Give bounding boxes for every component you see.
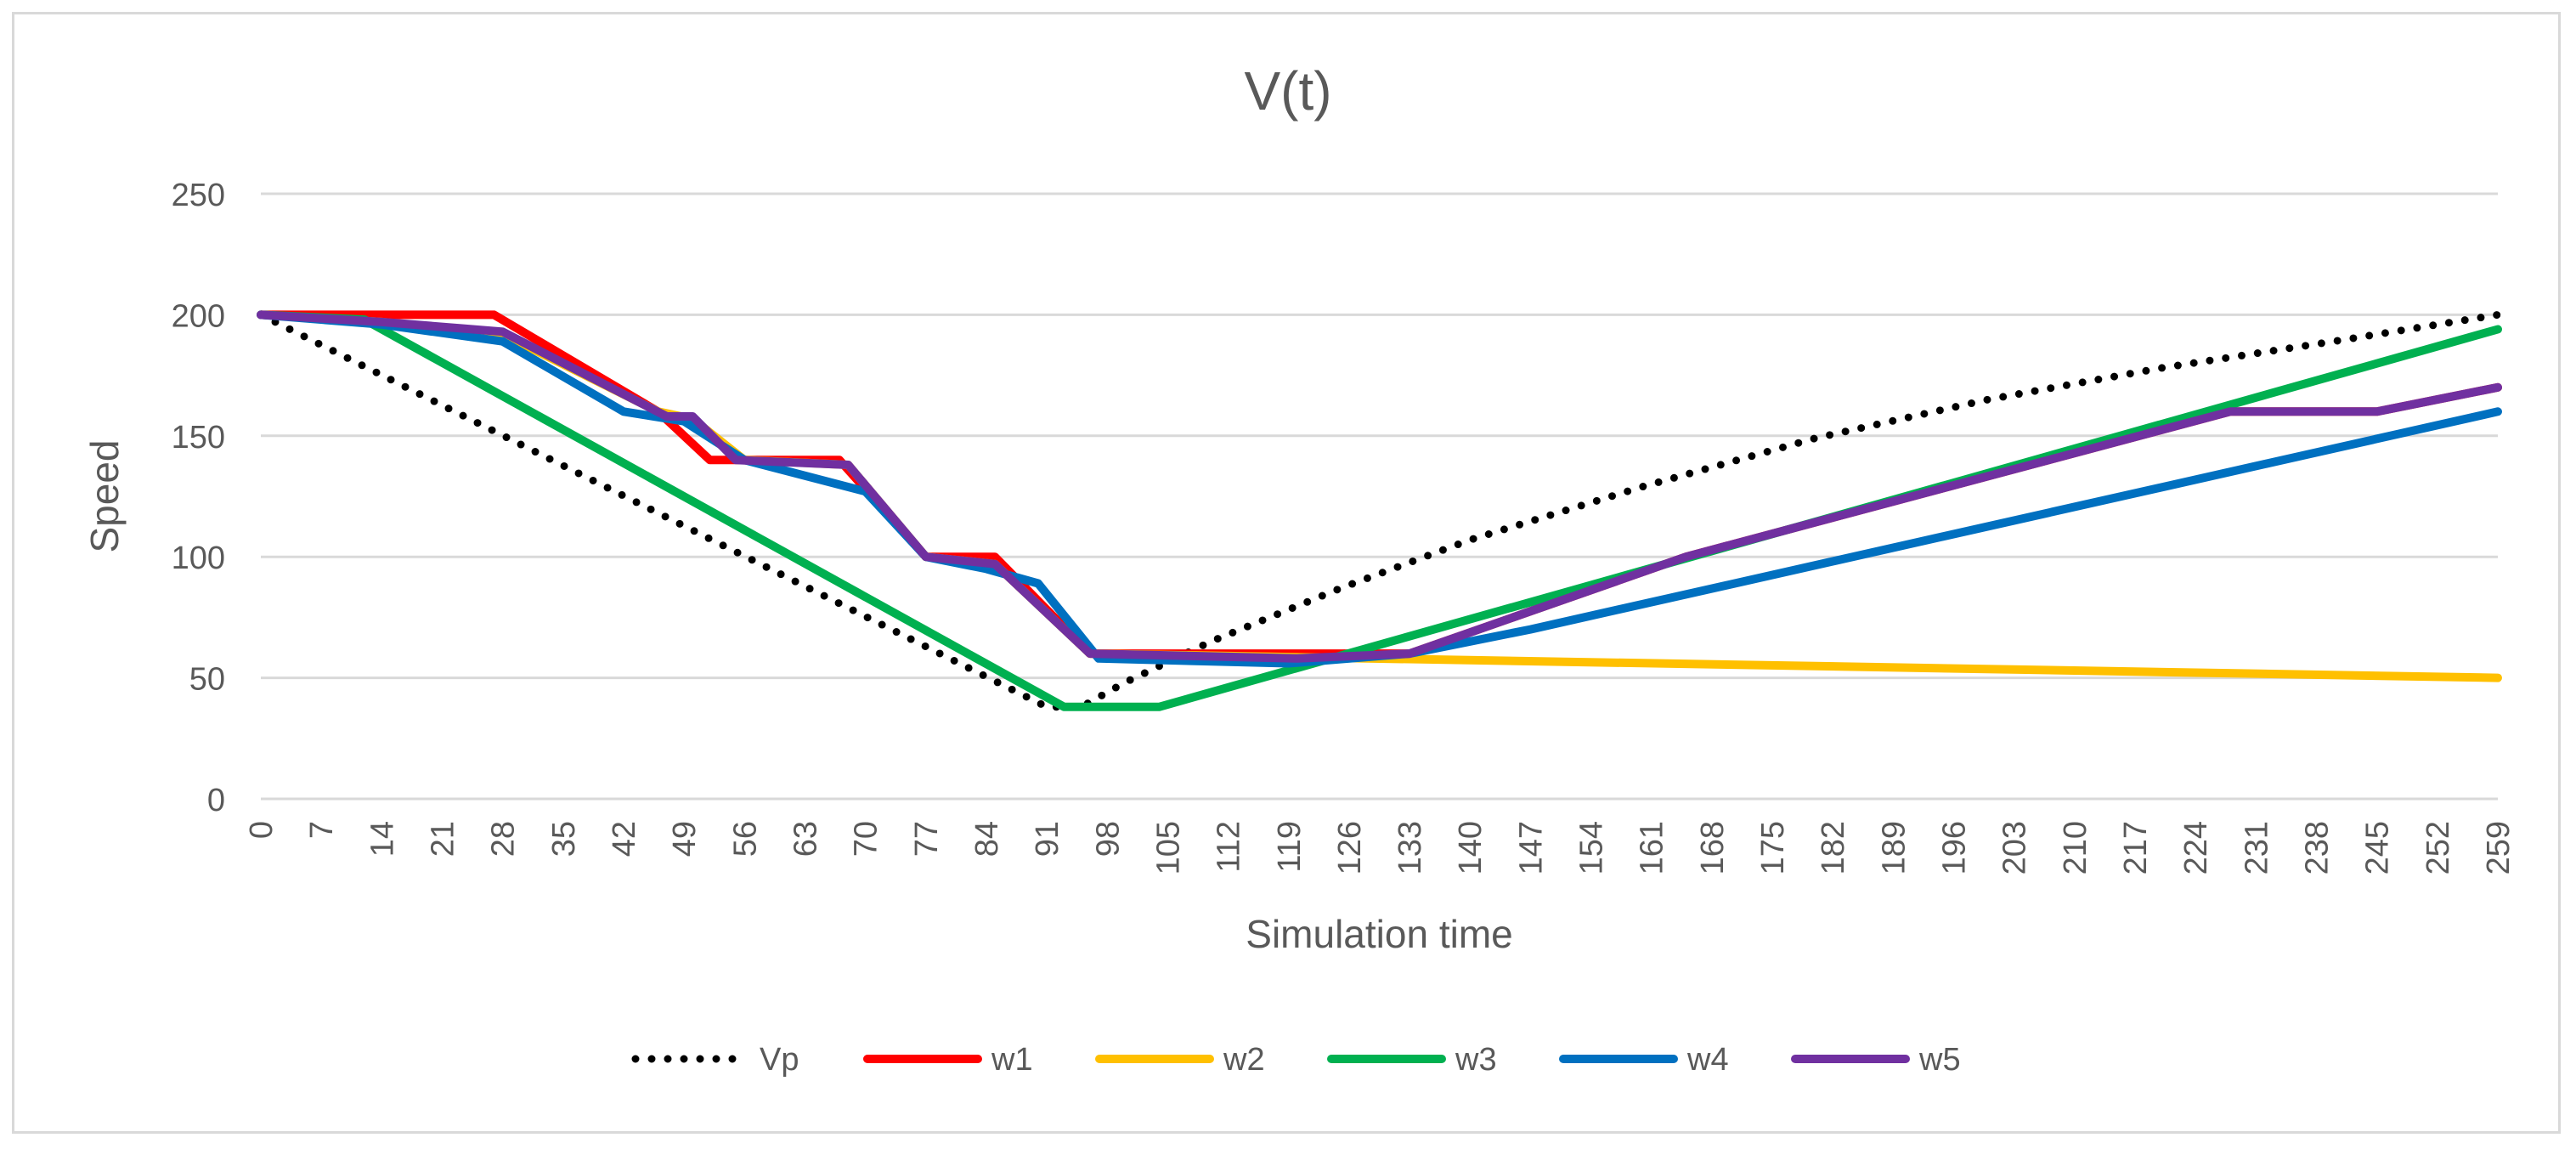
x-tick-label: 28: [486, 821, 522, 857]
y-tick-label: 0: [207, 783, 225, 818]
x-tick-label: 259: [2481, 821, 2517, 874]
x-tick-label: 175: [1755, 821, 1791, 874]
x-tick-label: 35: [546, 821, 582, 857]
y-tick-label: 250: [172, 178, 225, 213]
series-lines: [257, 310, 2502, 711]
x-tick-label: 56: [727, 821, 763, 857]
x-tick-label: 91: [1030, 821, 1065, 857]
x-tick-label: 14: [364, 821, 400, 857]
x-tick-label: 119: [1272, 821, 1308, 873]
legend-label-w2: w2: [1223, 1042, 1265, 1078]
x-tick-label: 217: [2118, 821, 2154, 874]
x-tick-label: 7: [304, 821, 340, 839]
x-tick-label: 168: [1695, 821, 1731, 874]
x-tick-label: 140: [1453, 821, 1489, 874]
x-tick-label: 126: [1332, 821, 1368, 874]
x-axis-title: Simulation time: [1246, 912, 1512, 956]
x-tick-label: 77: [909, 821, 945, 857]
legend-label-w3: w3: [1455, 1042, 1497, 1078]
series-line-w5: [257, 310, 2502, 663]
x-tick-label: 98: [1090, 821, 1126, 857]
x-tick-label: 112: [1212, 821, 1247, 873]
y-tick-label: 100: [172, 541, 225, 576]
x-tick-label: 133: [1393, 821, 1428, 874]
legend: Vp w1 w2 w3 w4 w5: [631, 1042, 1961, 1078]
x-tick-label: 84: [969, 821, 1005, 857]
x-tick-label: 189: [1876, 821, 1912, 874]
chart-frame: V(t) 0 50 100 150 200 250 0 7 14 21 28 35 42 49 56 63 7…: [12, 12, 2561, 1134]
x-tick-label: 21: [425, 821, 460, 857]
x-tick-label: 210: [2058, 821, 2093, 874]
x-tick-label: 161: [1635, 821, 1670, 874]
x-tick-label: 182: [1816, 821, 1851, 874]
x-tick-label: 0: [244, 821, 280, 839]
x-tick-label: 70: [849, 821, 884, 857]
y-tick-label: 150: [172, 420, 225, 456]
x-tick-label: 49: [667, 821, 703, 857]
legend-label-w1: w1: [991, 1042, 1033, 1078]
line-chart: V(t) 0 50 100 150 200 250 0 7 14 21 28 35 42 49 56 63 7…: [82, 60, 2517, 1078]
legend-label-Vp: Vp: [760, 1042, 799, 1078]
x-tick-label: 245: [2360, 821, 2396, 874]
series-line-Vp: [257, 310, 2502, 711]
x-tick-label: 238: [2300, 821, 2336, 874]
x-tick-label: 196: [1937, 821, 1973, 874]
x-tick-label: 203: [1997, 821, 2033, 874]
x-tick-label: 42: [607, 821, 642, 857]
x-axis-ticks: 0 7 14 21 28 35 42 49 56 63 70 77 84 91 98 105 112 119 126…: [244, 821, 2517, 874]
x-tick-label: 224: [2178, 821, 2214, 874]
y-tick-label: 200: [172, 298, 225, 334]
x-tick-label: 105: [1150, 821, 1186, 874]
legend-label-w4: w4: [1686, 1042, 1729, 1078]
y-tick-label: 50: [189, 662, 225, 698]
x-tick-label: 154: [1574, 821, 1610, 874]
x-tick-label: 63: [788, 821, 823, 857]
x-tick-label: 147: [1513, 821, 1549, 874]
x-tick-label: 231: [2239, 821, 2274, 874]
chart-title: V(t): [1244, 60, 1331, 122]
gridlines: [261, 192, 2498, 801]
legend-label-w5: w5: [1918, 1042, 1961, 1078]
x-tick-label: 252: [2421, 821, 2456, 874]
y-axis-title: Speed: [82, 439, 127, 552]
y-axis-ticks: 0 50 100 150 200 250: [172, 178, 225, 818]
